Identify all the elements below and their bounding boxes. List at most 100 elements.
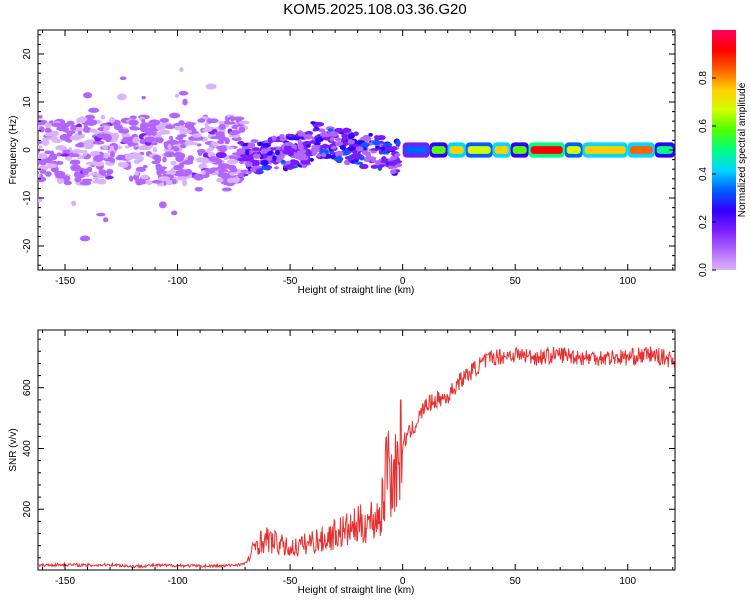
spectrogram-cell-848 (252, 165, 262, 169)
spectrogram-cell-846 (343, 141, 349, 146)
spectrogram-cell-943 (431, 146, 446, 154)
spectrogram-cell-277 (172, 140, 179, 145)
spectrogram-cell-447 (174, 126, 186, 131)
spectrogram-cell-840 (240, 154, 247, 158)
spectrogram-cell-878 (275, 157, 283, 163)
spectrogram-x-tick-label-1: -100 (168, 276, 188, 287)
colorbar-tick-label-0: 0.0 (698, 263, 709, 277)
spectrogram-cell-175 (165, 124, 176, 130)
spectrogram-cell-396 (70, 124, 77, 131)
spectrogram-cell-961 (656, 146, 673, 154)
spectrogram-cell-891 (310, 121, 316, 125)
spectrogram-cell-350 (152, 147, 158, 153)
spectrogram-cell-531 (368, 132, 373, 137)
spectrogram-cell-506 (187, 155, 194, 162)
spectrogram-cell-900 (262, 142, 272, 148)
spectrogram-cell-814 (279, 137, 288, 142)
spectrogram-cell-341 (151, 179, 163, 184)
spectrogram-cell-394 (38, 126, 45, 133)
spectrogram-cell-296 (65, 138, 73, 143)
spectrogram-cell-925 (297, 131, 306, 137)
spectrogram-cell-442 (225, 146, 234, 150)
spectrogram-cell-877 (252, 153, 262, 159)
spectrogram-cell-654 (395, 140, 401, 146)
spectrogram-cell-514 (224, 121, 236, 125)
spectrogram-cell-301 (83, 142, 94, 150)
spectrogram-cell-513 (197, 118, 206, 123)
spectrogram-cell-115 (103, 217, 109, 223)
spectrogram-cell-469 (68, 153, 80, 158)
spectrogram-cell-899 (320, 144, 331, 149)
spectrogram-cell-487 (132, 136, 140, 144)
spectrogram-cell-283 (215, 151, 227, 159)
spectrogram-cell-511 (109, 117, 116, 124)
spectrogram-cell-479 (170, 160, 177, 166)
spectrogram-cell-499 (158, 176, 171, 182)
spectrogram-cell-873 (334, 150, 344, 156)
spectrogram-cell-464 (218, 163, 231, 169)
colorbar-tick-label-1: 0.2 (698, 215, 709, 229)
spectrogram-cell-924 (299, 155, 309, 161)
spectrogram-cell-500 (106, 175, 114, 180)
spectrogram-cell-411 (82, 168, 89, 176)
spectrogram-cell-896 (360, 142, 370, 148)
spectrogram-cell-518 (156, 166, 166, 172)
spectrogram-cell-173 (166, 179, 174, 186)
spectrogram-cell-320 (92, 140, 105, 145)
colorbar-ticks: 0.0 0.2 0.4 0.6 0.8 (698, 71, 716, 277)
spectrogram-cell-497 (109, 145, 115, 151)
spectrogram-cell-483 (216, 177, 224, 183)
spectrogram-cell-939 (285, 160, 291, 165)
spectrogram-cell-143 (174, 93, 180, 98)
page-title: KOM5.2025.108.03.36.G20 (283, 1, 467, 18)
spectrogram-cell-231 (100, 170, 107, 177)
spectrogram-cell-834 (310, 147, 321, 153)
spectrogram-cell-405 (45, 127, 51, 133)
spectrogram-cell-609 (250, 139, 259, 144)
spectrogram-cell-495 (85, 161, 96, 166)
snr-y-axis-label: SNR (v/v) (8, 428, 19, 471)
spectrogram-cell-333 (100, 114, 106, 120)
spectrogram-cell-493 (184, 122, 195, 130)
spectrogram-cell-754 (297, 145, 304, 151)
spectrogram-cell-822 (271, 135, 277, 142)
spectrogram-cell-507 (130, 152, 142, 159)
snr-x-tick-label-5: 100 (619, 576, 636, 587)
spectrogram-cell-519 (96, 133, 106, 139)
spectrogram-cell-498 (193, 173, 204, 181)
spectrogram-cell-490 (63, 180, 73, 186)
spectrogram-cell-328 (59, 122, 70, 129)
snr-x-tick-label-0: -150 (55, 576, 75, 587)
spectrogram-cell-480 (85, 119, 98, 126)
spectrogram-cell-429 (109, 157, 116, 163)
spectrogram-cell-477 (144, 136, 156, 143)
colorbar: 0.0 0.2 0.4 0.6 0.8 Normalized spectral ampl… (698, 30, 748, 277)
spectrogram-cell-471 (184, 168, 193, 176)
snr-x-tick-label-1: -100 (168, 576, 188, 587)
spectrogram-cell-910 (255, 168, 261, 175)
spectrogram-cell-813 (387, 165, 394, 170)
spectrogram-cell-901 (300, 149, 307, 154)
spectrogram-cell-262 (171, 178, 177, 185)
spectrogram-cell-880 (287, 150, 294, 157)
spectrogram-cell-134 (85, 155, 91, 159)
spectrogram-cell-496 (175, 136, 184, 141)
spectrogram-cell-243 (238, 126, 246, 133)
spectrogram-cell-183 (79, 180, 92, 186)
snr-ticks: -150 -100 -50 0 50 100 200 400 600 (22, 330, 675, 587)
spectrogram-cell-279 (71, 200, 77, 207)
snr-x-tick-label-2: -50 (283, 576, 298, 587)
spectrogram-cell-883 (247, 154, 253, 160)
spectrogram-cell-512 (129, 126, 141, 131)
spectrogram-cell-844 (375, 145, 380, 149)
spectrogram-cell-748 (316, 152, 322, 158)
spectrogram-cell-58 (125, 145, 130, 149)
spectrogram-cell-951 (512, 146, 527, 154)
spectrogram-cell-484 (204, 122, 209, 128)
spectrogram-cell-395 (96, 212, 106, 217)
spectrogram-cell-34 (158, 201, 167, 209)
spectrogram-cell-928 (317, 136, 322, 143)
spectrogram-cell-207 (70, 164, 82, 172)
